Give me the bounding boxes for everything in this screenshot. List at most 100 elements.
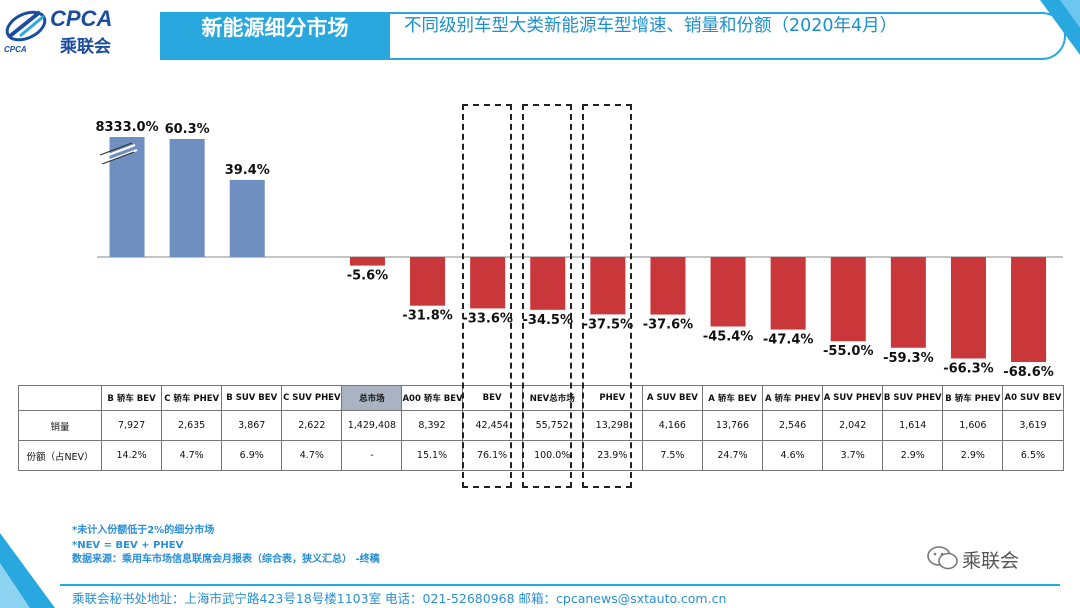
table-header-cell: C SUV PHEV — [281, 385, 343, 411]
bar-8 — [590, 257, 626, 315]
table-cell: 3,867 — [221, 410, 283, 441]
table-cell: 7,927 — [100, 410, 163, 441]
value-label-12: -55.0% — [823, 344, 874, 359]
logo-text: CPCA — [50, 6, 113, 31]
table-cell: 24.7% — [701, 440, 764, 471]
cpca-logo: CPCA 乘联会 CPCA — [0, 0, 160, 64]
axis-break-line — [99, 142, 135, 165]
bar-1 — [169, 139, 205, 257]
table-cell: 4.7% — [161, 440, 223, 471]
table-header-row: B 轿车 BEV C 轿车 PHEV B SUV BEV C SUV PHEV 总市场 A… — [18, 385, 1064, 411]
table-cell: 2.9% — [942, 440, 1004, 471]
subtitle-frame — [390, 12, 1066, 60]
table-cell: 14.2% — [100, 440, 163, 471]
page-title: 新能源细分市场 — [201, 16, 349, 40]
value-label-1: 60.3% — [165, 122, 210, 137]
note-line-2: *NEV = BEV + PHEV — [72, 539, 184, 551]
value-label-2: 39.4% — [225, 163, 270, 178]
data-table: B 轿车 BEV C 轿车 PHEV B SUV BEV C SUV PHEV 总市场 A… — [18, 385, 1064, 471]
table-cell: 2.9% — [882, 440, 944, 471]
table-header-cell: B 轿车 BEV — [100, 385, 163, 411]
axis-break-mark — [102, 143, 138, 164]
note-line-3: 数据来源：乘用车市场信息联席会月报表（综合表，狭义汇总） -终稿 — [72, 554, 380, 565]
highlight-box-1 — [521, 104, 572, 488]
title-box: 新能源细分市场 — [160, 12, 390, 60]
table-cell: 76.1% — [461, 440, 523, 471]
value-label-15: -68.6% — [1003, 365, 1054, 380]
table-cell: - — [341, 440, 403, 471]
table-header-cell: A 轿车 PHEV — [762, 385, 824, 411]
bar-7 — [530, 257, 566, 310]
wechat-icon — [927, 546, 958, 570]
note-line-1: *未计入份额低于2%的细分市场 — [72, 525, 215, 536]
table-cell: 2,546 — [762, 410, 824, 441]
table-header-cell: A 轿车 BEV — [701, 385, 764, 411]
table-cell: 2,622 — [281, 410, 343, 441]
footer-contact: 乘联会秘书处地址：上海市武宁路423号18号楼1103室 电话：021-5268… — [72, 591, 727, 606]
bar-14 — [950, 257, 986, 359]
table-header-cell: B SUV BEV — [221, 385, 283, 411]
bar-12 — [830, 257, 866, 342]
bar-11 — [770, 257, 806, 330]
table-header-cell: A SUV BEV — [641, 385, 703, 411]
highlight-box-0 — [461, 104, 512, 488]
value-label-0: 8333.0% — [95, 120, 158, 135]
table-header-cell: C 轿车 PHEV — [161, 385, 223, 411]
logo-sub-text: CPCA — [4, 45, 27, 54]
value-label-9: -37.6% — [643, 318, 694, 333]
bar-10 — [710, 257, 746, 327]
table-cell: 3.7% — [822, 440, 884, 471]
value-label-14: -66.3% — [943, 361, 994, 376]
table-header-cell: A00 轿车 BEV — [401, 385, 463, 411]
logo-emblem-icon — [5, 10, 47, 42]
table-cell: 1,429,408 — [341, 410, 403, 441]
table-cell: 4.6% — [762, 440, 824, 471]
chart-subtitle: 不同级别车型大类新能源车型增速、销量和份额（2020年4月） — [404, 16, 898, 36]
corner-decoration-bottom-left — [0, 533, 55, 608]
table-header-cell: A SUV PHEV — [822, 385, 884, 411]
table-header-cell: B SUV PHEV — [882, 385, 944, 411]
table-header-cell: 总市场 — [341, 385, 403, 411]
table-cell: 2,635 — [161, 410, 223, 441]
table-cell: 42,454 — [461, 410, 523, 441]
value-label-11: -47.4% — [763, 333, 814, 348]
bars-group — [99, 137, 1047, 362]
bar-9 — [650, 257, 686, 315]
table-cell: 15.1% — [401, 440, 463, 471]
bar-4 — [349, 257, 385, 266]
table-cell: 100.0% — [521, 440, 583, 471]
table-cell: 3,619 — [1002, 410, 1064, 441]
table-row-share: 份额（占NEV） 14.2% 4.7% 6.9% 4.7% -15.1% 76.1% 100.… — [18, 440, 1064, 471]
table-cell: 1,614 — [882, 410, 944, 441]
table-header-cell: A0 SUV BEV — [1002, 385, 1064, 411]
value-label-8: -37.5% — [583, 317, 634, 332]
table-cell: 13,766 — [701, 410, 764, 441]
bar-15 — [1011, 257, 1047, 362]
value-label-5: -31.8% — [402, 309, 453, 324]
table-row-label: 销量 — [18, 410, 102, 441]
growth-bar-chart: 8333.0% 60.3% 39.4% -5.6% -31.8% -33.6% -34.5%… — [95, 120, 1063, 380]
table-header-cell: B 轿车 PHEV — [942, 385, 1004, 411]
table-cell: 8,392 — [401, 410, 463, 441]
table-header-cell — [18, 385, 102, 411]
bar-6 — [470, 257, 506, 309]
value-label-13: -59.3% — [883, 351, 934, 366]
table-cell: 7.5% — [641, 440, 703, 471]
value-labels-group: 8333.0% 60.3% 39.4% -5.6% -31.8% -33.6% -34.5%… — [95, 120, 1053, 380]
table-cell: 6.5% — [1002, 440, 1064, 471]
footer-divider — [60, 584, 1060, 586]
table-row-label: 份额（占NEV） — [18, 440, 102, 471]
value-label-4: -5.6% — [347, 269, 388, 284]
table-cell: 4.7% — [281, 440, 343, 471]
value-label-10: -45.4% — [703, 329, 754, 344]
bar-5 — [410, 257, 446, 306]
table-header-cell: NEV总市场 — [521, 385, 583, 411]
wechat-account-name: 乘联会 — [962, 550, 1020, 572]
table-cell: 2,042 — [822, 410, 884, 441]
logo-cn-text: 乘联会 — [60, 37, 111, 57]
highlight-box-2 — [581, 104, 632, 488]
table-cell: 1,606 — [942, 410, 1004, 441]
value-label-6: -33.6% — [462, 311, 513, 326]
bar-2 — [229, 179, 265, 257]
bar-13 — [890, 257, 926, 348]
